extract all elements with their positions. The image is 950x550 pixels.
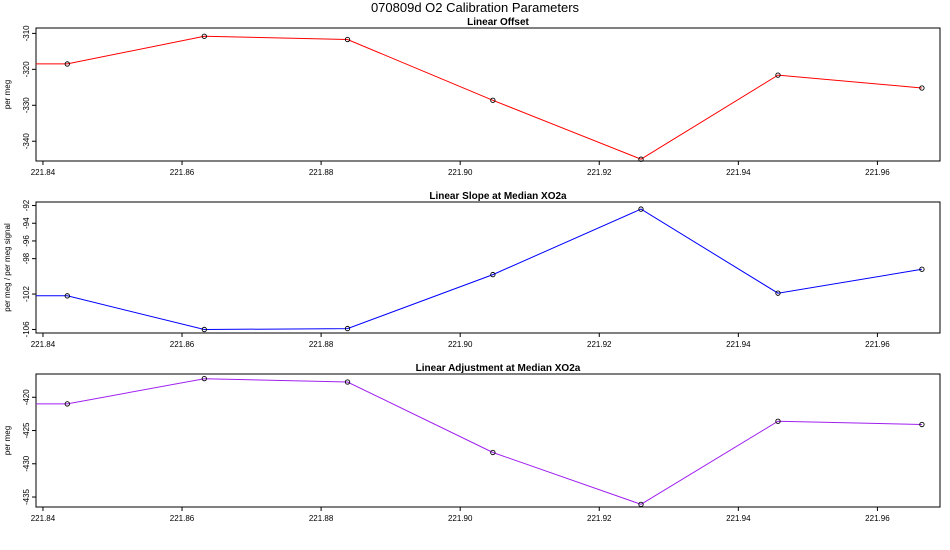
y-tick-label: -425 <box>22 422 31 439</box>
figure-title: 070809d O2 Calibration Parameters <box>371 0 580 15</box>
y-tick-label: -340 <box>22 133 31 150</box>
y-tick-label: -310 <box>22 25 31 42</box>
data-point <box>344 36 351 43</box>
data-point <box>344 325 351 332</box>
x-tick-label: 221.88 <box>309 168 334 177</box>
x-tick-label: 221.84 <box>31 168 56 177</box>
x-tick-label: 221.90 <box>448 168 473 177</box>
data-point <box>490 271 496 278</box>
x-tick-label: 221.88 <box>309 340 334 349</box>
data-point <box>201 33 207 39</box>
y-tick-label: -435 <box>22 488 31 505</box>
data-point <box>490 449 496 456</box>
series-line <box>36 378 922 505</box>
x-tick-label: 221.86 <box>170 168 195 177</box>
y-tick-label: -102 <box>22 285 31 302</box>
data-point <box>919 266 925 272</box>
data-point <box>638 156 644 162</box>
x-tick-label: 221.94 <box>726 340 751 349</box>
panel-title: Linear Adjustment at Median XO2a <box>416 363 581 374</box>
y-tick-label: -96 <box>22 235 31 247</box>
x-tick-label: 221.84 <box>31 514 56 523</box>
data-point <box>775 290 781 296</box>
y-axis-label: per meg <box>3 426 12 455</box>
plot-frame <box>35 373 941 508</box>
panel-title: Linear Slope at Median XO2a <box>429 191 567 202</box>
y-tick-label: -106 <box>22 321 31 338</box>
series-line <box>36 35 922 160</box>
chart-panel: Linear Slope at Median XO2a per meg / per… <box>3 191 941 349</box>
data-point <box>64 293 70 299</box>
data-point <box>64 61 70 67</box>
data-point <box>775 418 781 424</box>
plot-frame <box>35 201 941 334</box>
x-tick-label: 221.94 <box>726 514 751 523</box>
data-point <box>638 206 644 212</box>
chart-panel: Linear Adjustment at Median XO2a per meg 2… <box>3 363 941 523</box>
x-tick-label: 221.94 <box>726 168 751 177</box>
x-tick-label: 221.96 <box>865 514 890 523</box>
y-axis-label: per meg / per meg signal <box>3 223 12 312</box>
data-point <box>201 376 207 382</box>
y-tick-label: -94 <box>22 217 31 229</box>
x-tick-label: 221.86 <box>170 514 195 523</box>
data-point <box>344 379 351 385</box>
data-point <box>201 326 207 333</box>
x-tick-label: 221.96 <box>865 340 890 349</box>
series-line <box>36 208 922 331</box>
y-tick-label: -420 <box>22 389 31 406</box>
y-tick-label: -92 <box>22 199 31 211</box>
x-tick-label: 221.92 <box>587 168 612 177</box>
plot-frame <box>35 27 941 162</box>
y-axis-label: per meg <box>3 80 12 109</box>
chart-panel: Linear Offset per meg 221.84 221.86 221.88 22… <box>3 17 941 177</box>
data-point <box>490 97 496 103</box>
y-tick-label: -330 <box>22 97 31 114</box>
x-tick-label: 221.96 <box>865 168 890 177</box>
y-tick-label: -320 <box>22 61 31 78</box>
x-tick-label: 221.92 <box>587 514 612 523</box>
x-tick-label: 221.88 <box>309 514 334 523</box>
y-tick-label: -98 <box>22 252 31 264</box>
y-tick-label: -430 <box>22 455 31 472</box>
panel-title: Linear Offset <box>467 17 529 28</box>
x-tick-label: 221.90 <box>448 514 473 523</box>
x-tick-label: 221.84 <box>31 340 56 349</box>
data-point <box>638 501 644 507</box>
x-tick-label: 221.92 <box>587 340 612 349</box>
data-point <box>775 72 781 78</box>
data-point <box>919 421 925 428</box>
data-point <box>64 401 70 407</box>
x-tick-label: 221.86 <box>170 340 195 349</box>
x-tick-label: 221.90 <box>448 340 473 349</box>
data-point <box>919 85 925 91</box>
